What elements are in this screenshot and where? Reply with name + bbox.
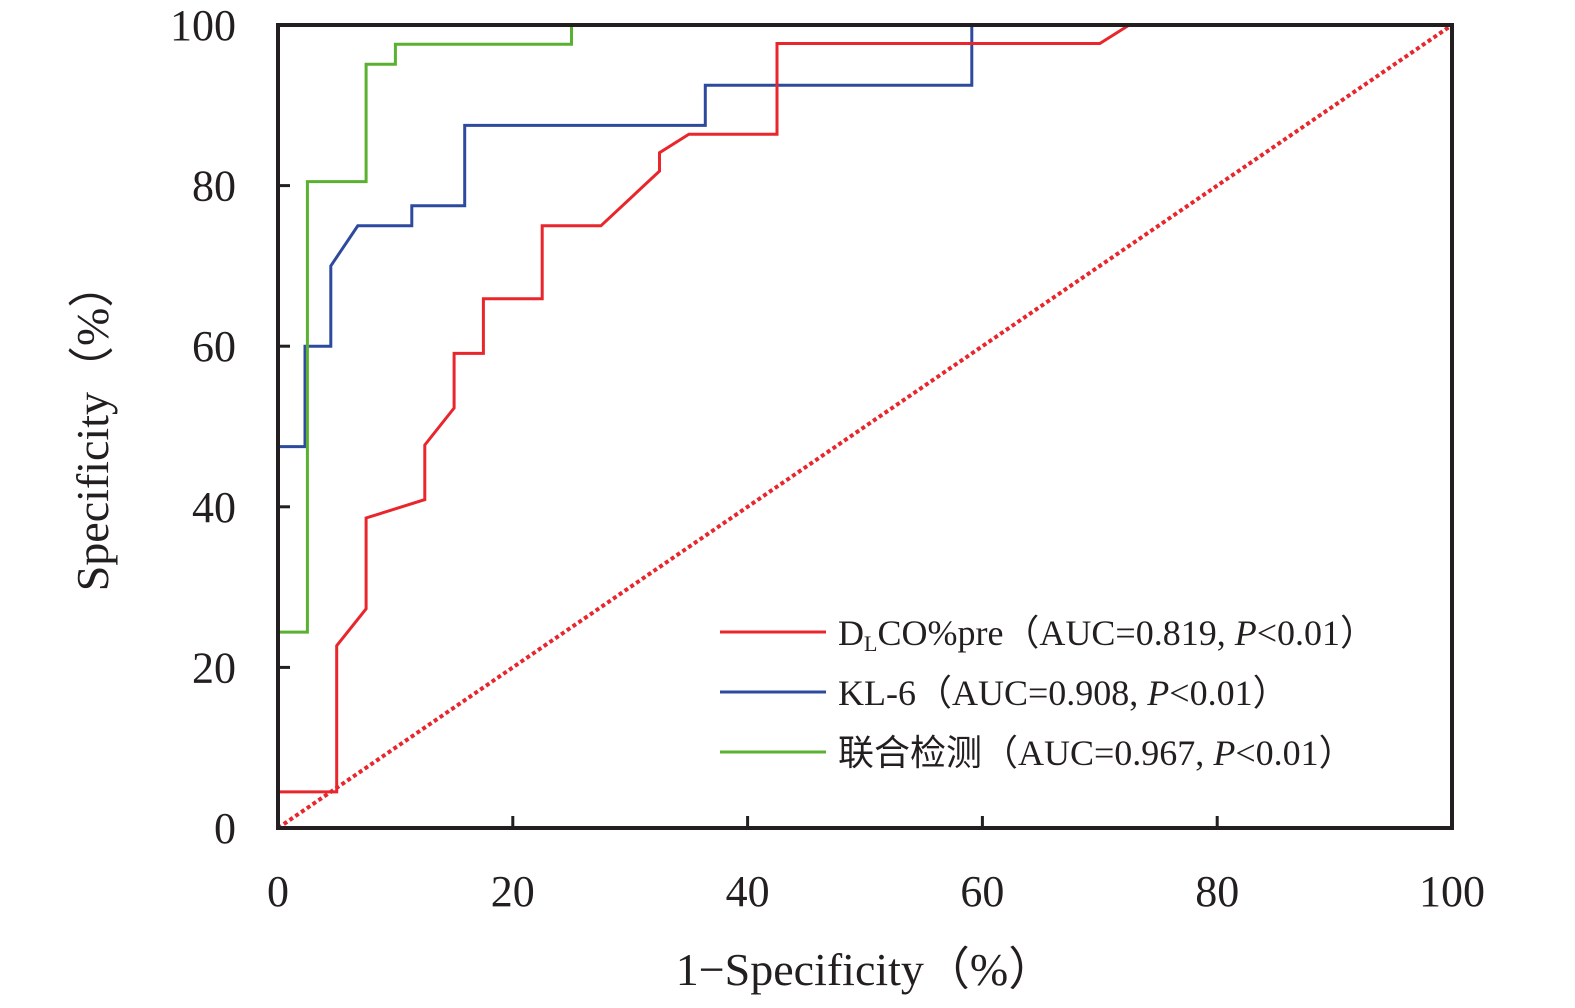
y-tick-label: 0 bbox=[214, 804, 236, 853]
legend-label-kl6: KL-6（AUC=0.908, P<0.01） bbox=[838, 673, 1289, 713]
legend: DLCO%pre（AUC=0.819, P<0.01） KL-6（AUC=0.9… bbox=[720, 613, 1376, 773]
y-tick-label: 40 bbox=[192, 483, 236, 532]
series-layer bbox=[276, 23, 1454, 830]
series-line-reference bbox=[276, 23, 1454, 830]
y-tick-label: 60 bbox=[192, 322, 236, 371]
series-line-combined bbox=[276, 23, 1452, 828]
x-tick-label: 0 bbox=[267, 867, 289, 916]
series-line-dlco-pre bbox=[276, 23, 1452, 828]
y-tick-label: 100 bbox=[170, 1, 236, 50]
x-tick-label: 100 bbox=[1419, 867, 1485, 916]
y-axis-title: Specificity（%） bbox=[67, 262, 118, 592]
series-line-kl-6 bbox=[276, 23, 1452, 828]
y-tick-label: 80 bbox=[192, 162, 236, 211]
legend-label-dlco: DLCO%pre（AUC=0.819, P<0.01） bbox=[838, 613, 1376, 656]
y-axis: 0 20 40 60 80 100 bbox=[170, 1, 290, 853]
x-axis: 0 20 40 60 80 100 bbox=[267, 816, 1485, 916]
y-tick-label: 20 bbox=[192, 643, 236, 692]
legend-label-combined: 联合检测（AUC=0.967, P<0.01） bbox=[838, 733, 1355, 773]
x-tick-label: 60 bbox=[960, 867, 1004, 916]
x-tick-label: 20 bbox=[491, 867, 535, 916]
x-tick-label: 80 bbox=[1195, 867, 1239, 916]
x-axis-title: 1−Specificity（%） bbox=[676, 944, 1055, 995]
x-tick-label: 40 bbox=[726, 867, 770, 916]
plot-frame bbox=[276, 23, 1454, 830]
